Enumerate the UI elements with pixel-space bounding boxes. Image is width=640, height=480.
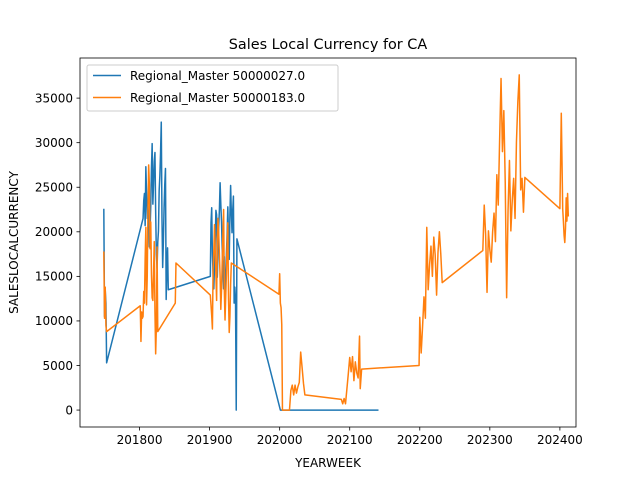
legend-label-series-1: Regional_Master 50000027.0 bbox=[130, 69, 305, 83]
chart-title: Sales Local Currency for CA bbox=[229, 37, 428, 53]
y-tick-label: 35000 bbox=[35, 91, 73, 105]
x-tick-label: 202100 bbox=[327, 433, 373, 447]
y-axis-title: SALESLOCALCURRENCY bbox=[7, 170, 21, 313]
x-tick-label: 201800 bbox=[117, 433, 163, 447]
y-tick-label: 10000 bbox=[35, 314, 73, 328]
y-tick-label: 30000 bbox=[35, 136, 73, 150]
y-tick-label: 0 bbox=[65, 403, 73, 417]
y-tick-label: 25000 bbox=[35, 181, 73, 195]
x-axis-title: YEARWEEK bbox=[294, 456, 362, 470]
x-tick-label: 202300 bbox=[467, 433, 513, 447]
y-axis: 0 5000 10000 15000 20000 25000 30000 35000 bbox=[35, 91, 80, 417]
legend: Regional_Master 50000027.0 Regional_Mast… bbox=[86, 64, 339, 112]
x-tick-label: 202200 bbox=[397, 433, 443, 447]
x-axis: 201800 201900 202000 202100 202200 202300 2024… bbox=[117, 427, 583, 447]
plot-frame bbox=[79, 57, 577, 428]
x-tick-label: 201900 bbox=[187, 433, 233, 447]
series-layer bbox=[103, 74, 570, 411]
y-tick-label: 5000 bbox=[42, 359, 73, 373]
x-tick-label: 202400 bbox=[537, 433, 583, 447]
x-tick-label: 202000 bbox=[257, 433, 303, 447]
legend-label-series-2: Regional_Master 50000183.0 bbox=[130, 91, 305, 105]
series-line-2 bbox=[103, 74, 570, 411]
y-tick-label: 20000 bbox=[35, 225, 73, 239]
legend-box bbox=[86, 64, 339, 112]
y-tick-label: 15000 bbox=[35, 270, 73, 284]
